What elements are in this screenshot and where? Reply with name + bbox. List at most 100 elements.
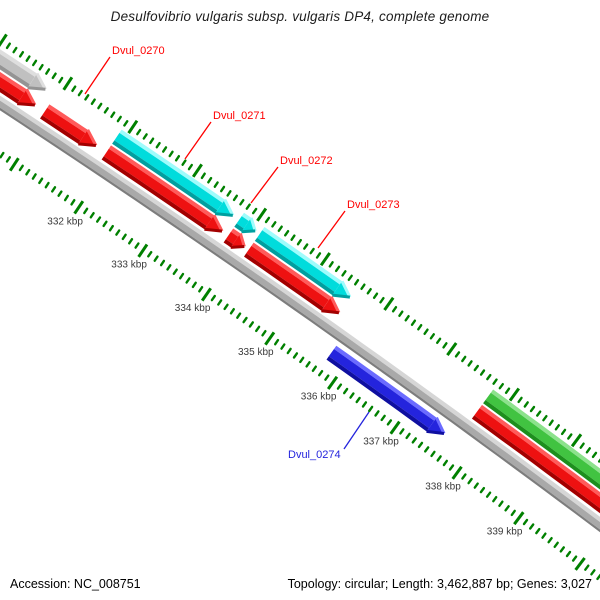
- gene-label-Dvul_0272[interactable]: Dvul_0272: [280, 155, 333, 167]
- minor-tick-outer: [347, 274, 353, 281]
- minor-tick-outer: [187, 163, 194, 171]
- minor-tick-outer: [591, 451, 598, 459]
- gene-annotation-Dvul_0274[interactable]: Dvul_0274: [288, 411, 370, 461]
- gene-band-highlight: [0, 71, 27, 93]
- gene-annotation-Dvul_0273[interactable]: Dvul_0273: [317, 199, 400, 249]
- minor-tick-inner: [479, 486, 486, 494]
- gene-tip-highlight: [212, 214, 224, 232]
- minor-tick-outer: [303, 243, 309, 250]
- gene-band-main: [0, 76, 25, 101]
- minor-tick-outer: [536, 410, 542, 417]
- gene-annotation-Dvul_0271[interactable]: Dvul_0271: [184, 110, 266, 160]
- minor-tick-outer: [328, 261, 334, 268]
- minor-tick-inner: [274, 338, 280, 346]
- minor-tick-inner: [553, 541, 559, 548]
- gene-tip-shadow: [230, 245, 245, 249]
- minor-tick-outer: [417, 324, 423, 331]
- minor-tick-inner: [461, 473, 467, 480]
- gene-band-highlight: [241, 212, 252, 222]
- minor-tick-inner: [121, 233, 127, 241]
- backbone-main: [0, 100, 600, 530]
- gene-label-Dvul_0274[interactable]: Dvul_0274: [288, 449, 341, 461]
- gene-Dvul_0272[interactable]: [223, 212, 257, 249]
- minor-tick-inner: [178, 272, 185, 280]
- minor-tick-inner: [571, 555, 578, 562]
- minor-tick-outer: [585, 447, 591, 454]
- minor-tick-inner: [185, 277, 191, 284]
- gene-label-Dvul_0271[interactable]: Dvul_0271: [213, 110, 266, 122]
- minor-tick-outer: [116, 115, 122, 123]
- gene-Dvul_0273[interactable]: [244, 227, 352, 315]
- minor-tick-outer: [226, 190, 232, 197]
- ruler-label-338-kbp: 338 kbp: [425, 481, 461, 492]
- gene-unlabeled-right[interactable]: [471, 389, 600, 583]
- minor-tick-outer: [554, 424, 560, 431]
- major-tick-inner: [200, 287, 212, 302]
- major-tick-outer: [319, 252, 331, 267]
- minor-tick-inner: [522, 518, 529, 526]
- minor-tick-outer: [567, 433, 573, 440]
- minor-tick-inner: [361, 401, 368, 408]
- minor-tick-inner: [473, 482, 479, 489]
- gene-band-highlight: [47, 104, 88, 134]
- backbone-highlight: [0, 95, 600, 523]
- gene-band-shadow: [40, 115, 81, 144]
- gene-tip-highlight: [25, 88, 37, 106]
- major-tick-outer: [446, 342, 458, 356]
- gene-band-main: [485, 392, 600, 485]
- minor-tick-inner: [305, 361, 311, 368]
- gene-annotation-Dvul_0270[interactable]: Dvul_0270: [84, 45, 165, 95]
- minor-tick-inner: [229, 308, 236, 315]
- minor-tick-inner: [541, 532, 547, 539]
- gene-band-shadow: [0, 64, 30, 88]
- gene-band-highlight: [0, 49, 37, 77]
- gene-band-shadow: [101, 156, 207, 230]
- minor-tick-inner: [57, 190, 63, 197]
- major-tick-inner: [137, 243, 149, 258]
- gene-arrow-tip: [321, 296, 339, 313]
- minor-tick-inner: [198, 286, 204, 293]
- gene-tip-shadow: [17, 102, 36, 107]
- gene-band-shadow: [244, 253, 324, 311]
- minor-tick-inner: [63, 194, 70, 202]
- gene-unlabeled-left[interactable]: [0, 18, 47, 107]
- minor-tick-inner: [95, 216, 102, 223]
- minor-tick-inner: [405, 432, 411, 440]
- minor-tick-outer: [51, 72, 57, 80]
- minor-tick-outer: [442, 342, 448, 349]
- minor-tick-inner: [172, 268, 178, 275]
- minor-tick-inner: [38, 177, 44, 185]
- gene-Dvul_0271[interactable]: [101, 129, 235, 233]
- major-tick-outer: [383, 296, 395, 311]
- minor-tick-outer: [366, 288, 372, 295]
- minor-tick-inner: [485, 491, 492, 498]
- gene-annotation-Dvul_0272[interactable]: Dvul_0272: [250, 155, 333, 204]
- minor-tick-inner: [127, 237, 134, 245]
- minor-tick-inner: [368, 405, 374, 413]
- gene-arrow-tip: [78, 129, 96, 146]
- minor-tick-outer: [181, 159, 187, 166]
- gene-tip-highlight: [35, 72, 47, 90]
- minor-tick-outer: [404, 315, 410, 322]
- gene-tip-highlight: [340, 280, 352, 298]
- minor-tick-inner: [89, 211, 95, 219]
- gene-label-Dvul_0270[interactable]: Dvul_0270: [112, 45, 165, 57]
- gene-label-Dvul_0273[interactable]: Dvul_0273: [347, 199, 400, 211]
- gene-band-main: [42, 107, 86, 141]
- minor-tick-outer: [245, 203, 251, 210]
- minor-tick-outer: [548, 419, 554, 426]
- minor-tick-inner: [311, 365, 317, 372]
- gene-Dvul_0274[interactable]: [326, 345, 446, 435]
- minor-tick-outer: [454, 351, 461, 358]
- minor-tick-inner: [547, 537, 553, 544]
- major-tick-outer: [191, 163, 203, 178]
- minor-tick-outer: [517, 396, 523, 404]
- gene-band-highlight: [119, 129, 225, 203]
- minor-tick-outer: [103, 107, 109, 114]
- minor-tick-outer: [379, 297, 385, 304]
- minor-tick-inner: [467, 477, 473, 485]
- gene-tip-highlight: [223, 198, 235, 217]
- gene-Dvul_0270[interactable]: [40, 104, 98, 147]
- gene-band-shadow: [326, 356, 429, 432]
